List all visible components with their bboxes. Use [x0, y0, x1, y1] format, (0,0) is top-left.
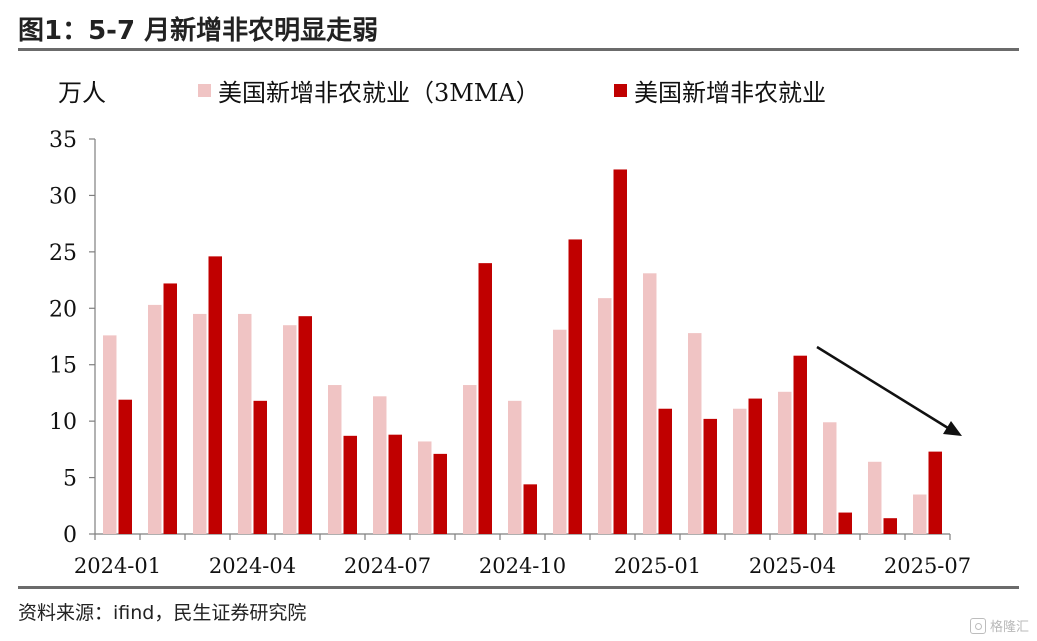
bar-3mma	[103, 335, 117, 534]
trend-arrow-line	[816, 345, 949, 430]
footer-divider	[18, 586, 1019, 589]
bar-monthly	[343, 435, 357, 534]
bar-monthly	[478, 263, 492, 534]
bar-monthly	[568, 239, 582, 534]
bar-3mma	[508, 400, 522, 534]
bar-3mma	[823, 422, 837, 534]
legend-swatch-3mma	[198, 84, 211, 97]
bar-monthly	[388, 434, 402, 534]
legend-label-3mma: 美国新增非农就业（3MMA）	[218, 79, 540, 107]
figure-title: 图1：5-7 月新增非农明显走弱	[18, 16, 379, 46]
bar-monthly	[433, 453, 447, 534]
x-tick-label: 2025-01	[614, 554, 701, 578]
y-tick-label: 20	[49, 297, 77, 322]
y-tick-label: 10	[49, 410, 77, 435]
x-tick-label: 2025-04	[749, 554, 836, 578]
bar-3mma	[238, 313, 252, 534]
y-tick-label: 5	[63, 467, 77, 492]
watermark: 格隆汇	[969, 616, 1029, 635]
y-tick-label: 15	[49, 354, 77, 379]
legend-swatch-monthly	[614, 84, 627, 97]
bars	[103, 169, 942, 534]
trend-arrow-head	[943, 421, 962, 436]
bar-3mma	[328, 385, 342, 534]
bar-monthly	[838, 512, 852, 534]
x-tick-label: 2024-04	[209, 554, 296, 578]
bar-monthly	[613, 169, 627, 534]
bar-3mma	[148, 304, 162, 534]
legend: 万人 美国新增非农就业（3MMA） 美国新增非农就业	[58, 79, 826, 107]
y-tick-label: 25	[49, 241, 77, 266]
bar-monthly	[118, 399, 132, 534]
bar-3mma	[643, 273, 657, 534]
bar-monthly	[163, 283, 177, 534]
y-tick-label: 30	[49, 184, 77, 209]
source-note: 资料来源：ifind，民生证券研究院	[18, 602, 307, 624]
bar-3mma	[463, 385, 477, 534]
trend-arrow	[816, 345, 962, 436]
x-tick-label: 2024-07	[344, 554, 431, 578]
bar-3mma	[373, 396, 387, 534]
watermark-text: 格隆汇	[989, 620, 1029, 635]
bar-3mma	[868, 461, 882, 534]
bar-3mma	[553, 329, 567, 534]
legend-label-monthly: 美国新增非农就业	[634, 79, 826, 107]
x-tick-label: 2024-10	[479, 554, 566, 578]
bar-3mma	[733, 408, 747, 534]
bar-monthly	[928, 451, 942, 534]
y-axis: 0 5 10 15 20 25 30 35	[49, 128, 96, 548]
y-tick-label: 35	[49, 128, 77, 153]
bar-monthly	[748, 398, 762, 534]
bar-monthly	[208, 256, 222, 534]
bar-3mma	[598, 298, 612, 534]
bar-3mma	[418, 441, 432, 534]
bar-3mma	[913, 494, 927, 534]
bar-monthly	[658, 408, 672, 534]
gelonghui-logo-icon	[969, 617, 986, 634]
title-divider	[18, 48, 1019, 51]
x-tick-label: 2024-01	[74, 554, 161, 578]
bar-monthly	[793, 355, 807, 534]
bar-monthly	[523, 484, 537, 534]
y-axis-unit-label: 万人	[58, 79, 106, 107]
y-tick-label: 0	[63, 523, 77, 548]
bar-monthly	[703, 418, 717, 534]
bar-3mma	[283, 325, 297, 534]
bar-monthly	[298, 316, 312, 534]
bar-3mma	[193, 313, 207, 534]
bar-monthly	[253, 400, 267, 534]
bar-monthly	[883, 518, 897, 534]
x-tick-label: 2025-07	[884, 554, 971, 578]
x-axis: 2024-01 2024-04 2024-07 2024-10 2025-01 2025-…	[74, 533, 971, 578]
bar-3mma	[688, 333, 702, 534]
bar-3mma	[778, 391, 792, 534]
